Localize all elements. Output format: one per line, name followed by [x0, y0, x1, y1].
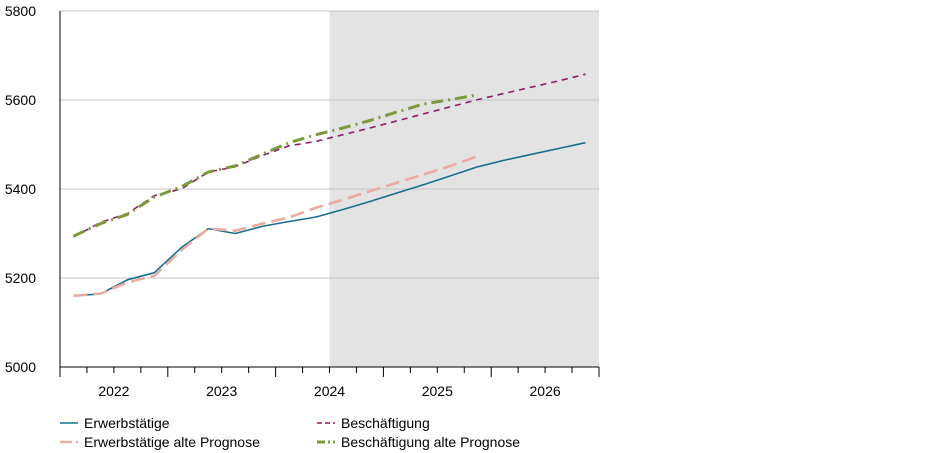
x-tick-label: 2023: [206, 383, 237, 399]
legend-label: Erwerbstätige: [84, 415, 170, 431]
legend-label: Beschäftigung alte Prognose: [341, 434, 520, 450]
x-tick-label: 2024: [314, 383, 345, 399]
series-line-2: [73, 154, 479, 298]
y-tick-label: 5000: [5, 359, 36, 375]
series-line-3: [73, 73, 586, 238]
legend-label: Erwerbstätige alte Prognose: [84, 434, 260, 450]
x-tick-label: 2026: [530, 383, 561, 399]
y-tick-label: 5200: [5, 270, 36, 286]
x-axis: 2022 2023 2024 2025 2026: [59, 11, 600, 399]
y-axis-tick-labels: 5000 5200 5400 5600 5800: [5, 3, 36, 375]
legend-label: Beschäftigung: [341, 415, 430, 431]
legend: Erwerbstätige Erwerbstätige alte Prognose…: [60, 415, 520, 450]
x-tick-label: 2022: [98, 383, 129, 399]
series-lines: [72, 73, 586, 298]
y-tick-label: 5800: [5, 3, 36, 19]
y-tick-label: 5400: [5, 181, 36, 197]
series-line-1: [73, 141, 586, 297]
series-line-4: [72, 93, 478, 238]
gridlines: [60, 10, 599, 279]
y-tick-label: 5600: [5, 92, 36, 108]
x-tick-label: 2025: [422, 383, 453, 399]
